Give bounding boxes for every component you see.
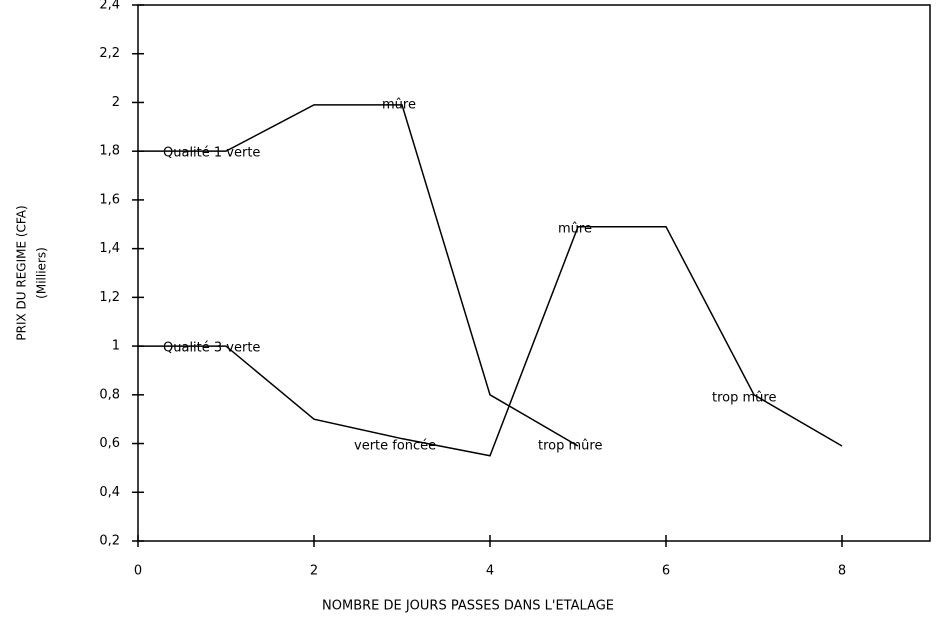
x-tick-label: 8 — [838, 564, 846, 579]
series-line — [138, 225, 843, 457]
series-line — [138, 104, 579, 447]
y-tick-label: 2,2 — [99, 46, 120, 61]
y-axis-title: (Milliers) — [35, 247, 49, 299]
y-tick-label: 2 — [112, 95, 120, 110]
y-tick-label: 1 — [112, 339, 120, 354]
y-tick-label: 1,2 — [99, 290, 120, 305]
x-tick-label: 2 — [310, 564, 318, 579]
y-tick-label: 0,6 — [99, 436, 120, 451]
y-tick-label: 1,4 — [99, 241, 120, 256]
y-axis-title: PRIX DU REGIME (CFA) — [15, 205, 29, 340]
annotation: trop mûre — [538, 439, 602, 454]
x-tick-label: 4 — [486, 564, 494, 579]
annotation: mûre — [558, 222, 592, 237]
annotation: trop mûre — [712, 391, 776, 406]
y-tick-label: 0,8 — [99, 387, 120, 402]
annotation: verte foncée — [354, 439, 436, 454]
series-label: Qualité 3 verte — [163, 341, 260, 356]
annotation: mûre — [382, 98, 416, 113]
y-tick-label: 1,8 — [99, 144, 120, 159]
x-tick-label: 6 — [662, 564, 670, 579]
x-tick-label: 0 — [134, 564, 142, 579]
x-axis-title: NOMBRE DE JOURS PASSES DANS L'ETALAGE — [322, 599, 614, 614]
y-tick-label: 0,4 — [99, 485, 120, 500]
y-tick-label: 1,6 — [99, 192, 120, 207]
plot-frame — [137, 4, 931, 542]
series-label: Qualité 1 verte — [163, 146, 260, 161]
y-tick-label: 0,2 — [99, 534, 120, 549]
y-tick-label: 2,4 — [99, 0, 120, 13]
